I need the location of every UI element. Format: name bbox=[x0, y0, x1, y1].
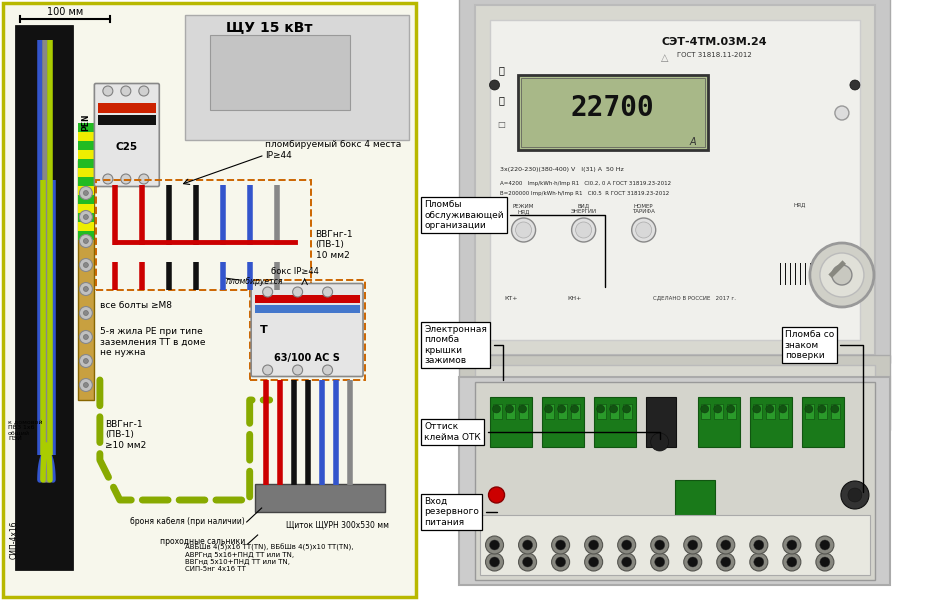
Bar bbox=[817, 404, 826, 419]
Circle shape bbox=[522, 540, 532, 550]
Text: 22700: 22700 bbox=[570, 94, 654, 122]
Bar bbox=[836, 263, 838, 285]
Bar bbox=[78, 123, 94, 132]
Bar bbox=[830, 404, 839, 419]
Bar bbox=[78, 195, 94, 204]
Bar bbox=[520, 78, 704, 147]
Text: Электронная
пломба
крышки
зажимов: Электронная пломба крышки зажимов bbox=[424, 325, 502, 380]
Text: 63/100 AC S: 63/100 AC S bbox=[273, 353, 339, 363]
Bar bbox=[794, 263, 795, 285]
Bar bbox=[184, 15, 409, 140]
Bar bbox=[674, 480, 714, 515]
Bar bbox=[749, 397, 791, 447]
Text: пломбируемый бокс 4 места
IP≥44: пломбируемый бокс 4 места IP≥44 bbox=[264, 140, 400, 160]
Bar bbox=[459, 0, 889, 363]
Circle shape bbox=[782, 553, 800, 571]
Text: КН+: КН+ bbox=[566, 295, 581, 301]
Bar bbox=[697, 397, 739, 447]
Circle shape bbox=[847, 488, 861, 502]
Bar bbox=[832, 263, 833, 285]
Text: PEN: PEN bbox=[82, 113, 90, 131]
Bar bbox=[781, 263, 782, 285]
Bar bbox=[713, 404, 722, 419]
Circle shape bbox=[551, 553, 569, 571]
Text: 5-я жила РЕ при типе
заземления ТТ в доме
не нужна: 5-я жила РЕ при типе заземления ТТ в дом… bbox=[100, 327, 205, 357]
Bar bbox=[799, 263, 801, 285]
Circle shape bbox=[687, 557, 697, 567]
Circle shape bbox=[262, 365, 273, 375]
Text: СЭТ-4ТМ.03М.24: СЭТ-4ТМ.03М.24 bbox=[661, 37, 767, 47]
Bar bbox=[726, 404, 735, 419]
Circle shape bbox=[489, 557, 499, 567]
Bar bbox=[557, 404, 566, 419]
Circle shape bbox=[80, 307, 93, 319]
Circle shape bbox=[518, 405, 526, 413]
Bar bbox=[765, 404, 774, 419]
Circle shape bbox=[683, 536, 701, 554]
Text: A: A bbox=[689, 137, 695, 147]
Bar bbox=[802, 263, 803, 285]
Bar bbox=[78, 186, 94, 195]
Bar bbox=[834, 263, 835, 285]
FancyBboxPatch shape bbox=[95, 83, 159, 187]
Circle shape bbox=[635, 222, 651, 238]
Circle shape bbox=[80, 379, 93, 391]
Text: △: △ bbox=[660, 53, 667, 63]
Bar bbox=[249, 280, 364, 380]
Circle shape bbox=[485, 553, 503, 571]
Text: Вход
резервного
питания: Вход резервного питания bbox=[424, 497, 496, 527]
Bar bbox=[700, 404, 709, 419]
Circle shape bbox=[588, 540, 598, 550]
Bar bbox=[489, 20, 859, 340]
Circle shape bbox=[83, 311, 88, 316]
Circle shape bbox=[687, 540, 697, 550]
Bar bbox=[254, 305, 359, 313]
Circle shape bbox=[292, 287, 302, 297]
Circle shape bbox=[292, 365, 302, 375]
Bar bbox=[817, 263, 818, 285]
Bar bbox=[95, 180, 311, 290]
Circle shape bbox=[555, 557, 565, 567]
Bar bbox=[827, 263, 828, 285]
Circle shape bbox=[571, 218, 595, 242]
Circle shape bbox=[849, 80, 859, 90]
Circle shape bbox=[815, 536, 833, 554]
Bar bbox=[786, 263, 788, 285]
Bar bbox=[801, 397, 843, 447]
Text: пломбируется: пломбируется bbox=[225, 277, 283, 286]
Circle shape bbox=[488, 487, 504, 503]
Text: ГОСТ 31818.11-2012: ГОСТ 31818.11-2012 bbox=[677, 52, 752, 58]
Circle shape bbox=[80, 235, 93, 247]
Text: НОМЕР
ТАРИФА: НОМЕР ТАРИФА bbox=[631, 203, 654, 214]
Bar bbox=[97, 115, 156, 125]
FancyBboxPatch shape bbox=[251, 283, 362, 377]
Circle shape bbox=[778, 405, 786, 413]
Circle shape bbox=[489, 80, 499, 90]
Circle shape bbox=[588, 557, 598, 567]
Bar bbox=[489, 397, 531, 447]
Circle shape bbox=[622, 405, 630, 413]
Bar bbox=[78, 231, 94, 240]
Circle shape bbox=[683, 553, 701, 571]
Bar bbox=[752, 404, 761, 419]
Circle shape bbox=[720, 557, 730, 567]
Circle shape bbox=[753, 540, 763, 550]
Bar bbox=[828, 260, 845, 278]
Text: T: T bbox=[260, 325, 267, 335]
Bar bbox=[570, 404, 579, 419]
Text: ВВГнг-1
(ПВ-1)
≥10 мм2: ВВГнг-1 (ПВ-1) ≥10 мм2 bbox=[105, 420, 146, 450]
Circle shape bbox=[83, 214, 88, 220]
Circle shape bbox=[584, 553, 602, 571]
Circle shape bbox=[786, 540, 796, 550]
Bar bbox=[15, 25, 73, 570]
Circle shape bbox=[654, 557, 664, 567]
Circle shape bbox=[815, 553, 833, 571]
Bar bbox=[78, 160, 94, 400]
Circle shape bbox=[650, 553, 668, 571]
Circle shape bbox=[749, 536, 767, 554]
Text: НЯД: НЯД bbox=[793, 202, 806, 208]
Circle shape bbox=[654, 540, 664, 550]
Bar bbox=[78, 213, 94, 222]
Circle shape bbox=[830, 405, 838, 413]
Bar bbox=[492, 404, 501, 419]
